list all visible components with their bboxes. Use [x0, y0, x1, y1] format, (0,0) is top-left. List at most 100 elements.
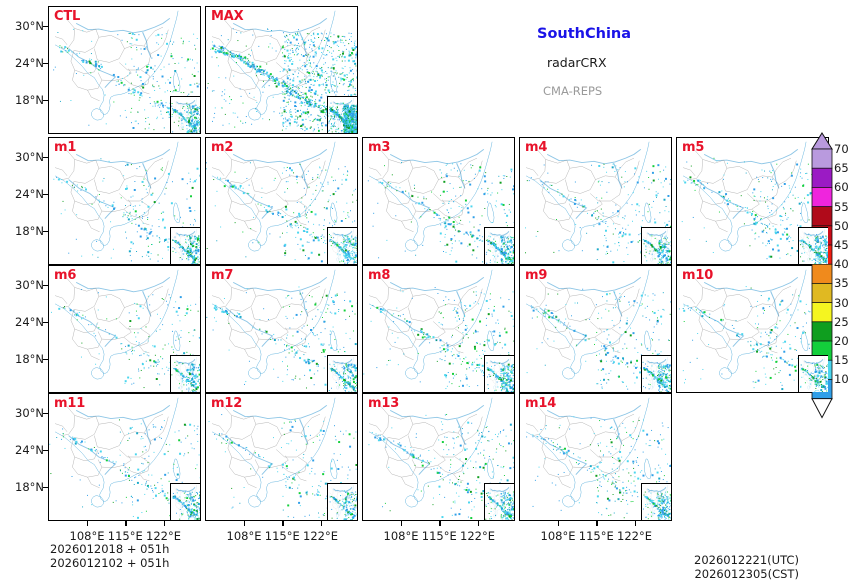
x-axis-tick-mark — [87, 521, 89, 526]
map-canvas — [525, 269, 671, 390]
map-panel-m5[interactable]: m5 — [676, 137, 829, 265]
south-sea-inset — [484, 483, 514, 520]
init-time-line2: 2026012102 + 051h — [50, 556, 170, 570]
x-axis-tick-label: 115°E — [264, 529, 300, 543]
x-axis-tick-label: 122°E — [303, 529, 338, 543]
x-axis-tick-mark — [125, 521, 127, 526]
south-sea-inset — [327, 355, 357, 392]
x-axis-tick-mark — [477, 521, 479, 526]
map-canvas — [642, 229, 671, 264]
colorbar-tick-label: 60 — [834, 180, 849, 195]
map-panel-m14[interactable]: m14 — [519, 393, 672, 521]
south-sea-inset — [484, 227, 514, 264]
variable-title: radarCRX — [547, 55, 607, 70]
map-canvas — [328, 98, 357, 133]
map-panel-m6[interactable]: m6 — [48, 265, 201, 393]
panel-label-max: MAX — [211, 9, 244, 24]
y-axis-tick-mark — [43, 359, 48, 361]
y-axis-tick-label: 24°N — [15, 314, 44, 329]
x-axis-tick-mark — [634, 521, 636, 526]
south-sea-inset — [641, 483, 671, 520]
map-canvas — [642, 357, 671, 392]
map-panel-m7[interactable]: m7 — [205, 265, 358, 393]
colorbar-tick-label: 55 — [834, 199, 849, 214]
y-axis-tick-mark — [43, 449, 48, 452]
y-axis-tick-label: 24°N — [15, 55, 44, 70]
south-sea-inset — [327, 227, 357, 264]
map-canvas — [367, 141, 514, 263]
colorbar-tick-label: 35 — [834, 276, 849, 291]
south-sea-inset — [641, 227, 671, 264]
map-canvas — [50, 269, 200, 390]
map-canvas — [206, 141, 357, 263]
map-canvas — [363, 269, 514, 391]
south-sea-inset — [170, 355, 200, 392]
x-axis-tick-mark — [558, 521, 560, 526]
y-axis-tick-label: 18°N — [15, 352, 44, 367]
map-panel-m10[interactable]: m10 — [676, 265, 829, 393]
region-title: SouthChina — [537, 26, 632, 42]
map-canvas — [800, 357, 828, 392]
panel-label-m10: m10 — [682, 268, 714, 283]
x-axis-tick-label: 122°E — [460, 529, 495, 543]
y-axis-tick-mark — [43, 231, 48, 233]
map-panel-m12[interactable]: m12 — [205, 393, 358, 521]
south-sea-inset — [798, 227, 828, 264]
x-axis-tick-label: 115°E — [578, 529, 614, 543]
y-axis-tick-label: 30°N — [15, 277, 44, 292]
colorbar-tick-label: 30 — [834, 295, 849, 310]
map-canvas — [53, 10, 200, 131]
y-axis-tick-mark — [43, 487, 48, 489]
x-axis-tick-label: 108°E — [226, 529, 262, 543]
map-canvas — [206, 269, 357, 389]
map-panel-max[interactable]: MAX — [205, 6, 358, 134]
colorbar-tick-label: 15 — [834, 353, 849, 368]
map-canvas — [642, 485, 671, 520]
x-axis-tick-mark — [163, 521, 165, 526]
panel-label-m4: m4 — [525, 140, 548, 155]
panel-label-m11: m11 — [54, 396, 86, 411]
map-panel-m11[interactable]: m11 — [48, 393, 201, 521]
empty-panel-slot — [676, 393, 829, 521]
map-panel-m9[interactable]: m9 — [519, 265, 672, 393]
map-panel-m2[interactable]: m2 — [205, 137, 358, 265]
map-canvas — [53, 141, 200, 262]
map-canvas — [485, 485, 514, 520]
colorbar-tick-label: 65 — [834, 161, 849, 176]
colorbar-tick-label: 40 — [834, 257, 849, 272]
x-axis-tick-mark — [244, 521, 246, 526]
colorbar-tick-label: 25 — [834, 314, 849, 329]
south-sea-inset — [170, 227, 200, 264]
x-axis-tick-mark — [282, 521, 284, 526]
colorbar-tick-label: 20 — [834, 334, 849, 348]
x-axis-tick-label: 115°E — [107, 529, 143, 543]
panel-label-m8: m8 — [368, 268, 391, 283]
map-panel-m4[interactable]: m4 — [519, 137, 672, 265]
map-panel-m1[interactable]: m1 — [48, 137, 201, 265]
y-axis-tick-label: 18°N — [15, 480, 44, 495]
x-axis-tick-mark — [320, 521, 322, 526]
south-sea-inset — [484, 355, 514, 392]
y-axis-tick-mark — [43, 412, 48, 415]
x-axis-tick-label: 122°E — [146, 529, 181, 543]
map-canvas — [206, 10, 357, 132]
map-panel-m13[interactable]: m13 — [362, 393, 515, 521]
south-sea-inset — [327, 483, 357, 520]
map-canvas — [172, 229, 200, 264]
map-panel-m3[interactable]: m3 — [362, 137, 515, 265]
map-canvas — [525, 397, 671, 519]
model-title: CMA-REPS — [543, 84, 603, 98]
valid-time-stamps: 2026012221(UTC) 2026012305(CST) — [694, 553, 799, 581]
map-panel-ctl[interactable]: CTL — [48, 6, 201, 134]
colorbar-tick-label: 45 — [834, 238, 849, 252]
y-axis-tick-label: 30°N — [15, 405, 44, 420]
map-canvas — [486, 357, 514, 392]
map-panel-m8[interactable]: m8 — [362, 265, 515, 393]
x-axis-tick-label: 115°E — [421, 529, 457, 543]
panel-label-m7: m7 — [211, 268, 234, 283]
y-axis-tick-mark — [43, 100, 48, 102]
colorbar-tick-label: 10 — [834, 372, 849, 387]
y-axis-tick-mark — [43, 62, 48, 65]
map-canvas — [329, 485, 357, 520]
south-sea-inset — [170, 483, 200, 520]
